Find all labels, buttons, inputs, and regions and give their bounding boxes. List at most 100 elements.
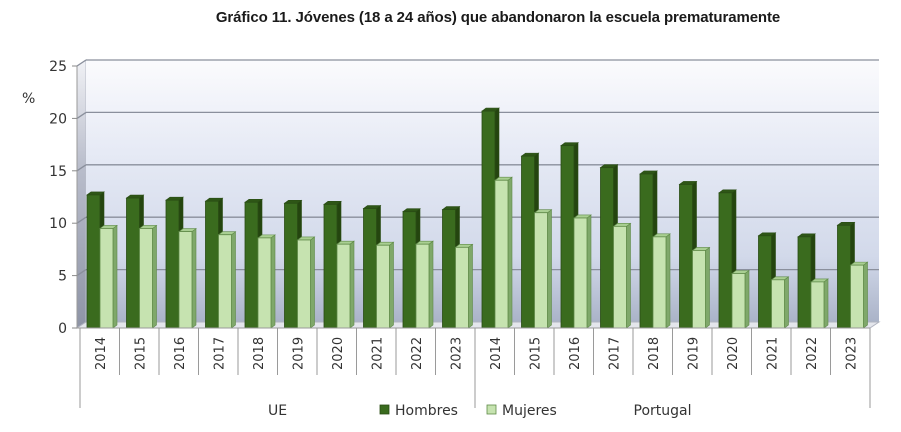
x-tick-label: 2022 [410,337,425,370]
bar-mujeres [257,234,276,329]
gridline-side [76,164,87,172]
bar-side [744,269,750,329]
bar-front [126,197,140,329]
bars [86,107,869,329]
bar-front [363,208,377,329]
bar-side [863,261,868,329]
bar-front [402,211,417,329]
bar-side [310,236,315,329]
gridline-side [76,111,87,119]
y-tick-label: 20 [49,111,67,127]
bar-mujeres [375,241,395,329]
bar-mujeres [415,240,434,329]
bar-side [784,276,789,329]
bar-front [297,239,311,329]
bar-front [218,234,232,329]
x-tick-label: 2019 [686,337,701,370]
gridline-side [76,269,87,277]
bar-mujeres [178,227,197,329]
bar-side [705,246,710,329]
group-label: Portugal [634,403,692,419]
bar-front [797,236,812,329]
bar-front [455,246,469,329]
bar-front [165,199,180,329]
x-tick-label: 2019 [291,337,306,370]
bar-mujeres [138,224,158,329]
bar-front [534,212,548,329]
bar-mujeres [217,231,237,329]
bar-front [481,110,496,329]
bar-side [586,214,592,329]
bar-front [573,217,588,329]
bar-front [771,279,785,329]
legend-item-hombres: Hombres [379,403,458,419]
bar-front [679,184,693,329]
bar-side [112,224,118,329]
bar-front [415,243,430,329]
bar-mujeres [770,276,790,329]
y-tick-label: 25 [49,59,67,75]
y-tick-label: 0 [58,321,67,337]
x-axis: 2014 2015 2016 2017 2018 2019 2020 2021 2022 2023… [77,327,871,419]
y-tick-label: 10 [49,216,67,232]
bar-mujeres [454,243,474,329]
legend-label: Hombres [395,403,458,419]
bar-front [560,145,575,329]
bar-side [270,234,276,329]
bar-mujeres [691,246,711,329]
bar-front [692,250,706,329]
x-tick-label: 2021 [370,337,385,370]
y-axis: 0 5 10 15 20 25% [22,59,78,337]
bar-front [257,237,272,329]
bar-front [284,202,298,329]
x-tick-label: 2015 [528,337,543,370]
bar-side [191,227,197,329]
bar-front [652,236,667,329]
x-tick-label: 2016 [568,337,583,370]
x-tick-label: 2023 [449,337,464,370]
bar-side [626,222,631,329]
x-tick-label: 2018 [252,337,267,370]
y-axis-label: % [22,91,35,107]
bar-mujeres [849,261,869,329]
y-tick-label: 5 [58,269,67,285]
gridline-side [76,216,87,224]
bar-side [152,224,157,329]
bar-hombres [520,152,540,329]
bar-front [521,155,535,329]
bar-front [323,203,338,329]
x-tick-label: 2022 [805,337,820,370]
x-tick-label: 2020 [726,337,741,370]
gridline-side [76,59,87,67]
bar-hombres [678,180,698,329]
bar-mujeres [652,233,671,329]
x-tick-label: 2020 [331,337,346,370]
bar-mujeres [612,222,632,329]
bar-front [494,179,509,329]
bar-front [639,173,654,329]
bar-front [600,167,614,329]
legend-swatch [486,404,497,415]
bar-side [389,241,394,329]
bar-front [244,201,259,329]
bar-front [442,209,456,329]
bar-mujeres [99,224,118,329]
bar-front [86,194,101,329]
bar-front [336,243,351,329]
y-tick-label: 15 [49,164,67,180]
bar-side [507,176,513,329]
x-tick-label: 2021 [765,337,780,370]
x-tick-label: 2023 [844,337,859,370]
bar-mujeres [731,269,750,329]
bar-front [99,228,114,329]
bar-side [665,233,671,329]
bar-front [139,228,153,329]
bar-mujeres [573,214,592,329]
bar-mujeres [533,209,553,329]
x-tick-label: 2015 [133,337,148,370]
legend-label: Mujeres [502,403,557,419]
side-wall [76,59,87,329]
bar-front [837,224,851,329]
chart-title: Gráfico 11. Jóvenes (18 a 24 años) que a… [215,9,781,26]
